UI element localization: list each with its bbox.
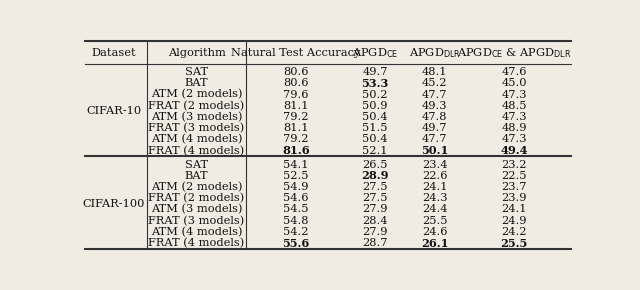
- Text: 25.5: 25.5: [500, 238, 527, 249]
- Text: Natural Test Accuracy: Natural Test Accuracy: [231, 48, 360, 58]
- Text: 27.5: 27.5: [362, 193, 388, 203]
- Text: Algorithm: Algorithm: [168, 48, 225, 58]
- Text: 54.5: 54.5: [283, 204, 308, 214]
- Text: 27.5: 27.5: [362, 182, 388, 192]
- Text: 47.3: 47.3: [501, 90, 527, 99]
- Text: 49.7: 49.7: [422, 123, 447, 133]
- Text: 27.9: 27.9: [362, 227, 388, 237]
- Text: 47.3: 47.3: [501, 135, 527, 144]
- Text: 52.1: 52.1: [362, 146, 388, 156]
- Text: 22.6: 22.6: [422, 171, 447, 181]
- Text: APGD$_{\mathrm{DLR}}$: APGD$_{\mathrm{DLR}}$: [408, 46, 461, 59]
- Text: 48.5: 48.5: [501, 101, 527, 111]
- Text: ATM (3 models): ATM (3 models): [151, 112, 243, 122]
- Text: 49.3: 49.3: [422, 101, 447, 111]
- Text: FRAT (4 models): FRAT (4 models): [148, 146, 244, 156]
- Text: 50.4: 50.4: [362, 135, 388, 144]
- Text: 80.6: 80.6: [283, 67, 308, 77]
- Text: 54.2: 54.2: [283, 227, 308, 237]
- Text: APGD$_{\mathrm{CE}}$: APGD$_{\mathrm{CE}}$: [352, 46, 398, 59]
- Text: 48.1: 48.1: [422, 67, 447, 77]
- Text: 79.2: 79.2: [283, 135, 308, 144]
- Text: 24.9: 24.9: [501, 216, 527, 226]
- Text: 49.7: 49.7: [362, 67, 388, 77]
- Text: 81.1: 81.1: [283, 101, 308, 111]
- Text: 81.1: 81.1: [283, 123, 308, 133]
- Text: 22.5: 22.5: [501, 171, 527, 181]
- Text: 47.8: 47.8: [422, 112, 447, 122]
- Text: FRAT (3 models): FRAT (3 models): [148, 215, 244, 226]
- Text: 50.1: 50.1: [421, 145, 449, 156]
- Text: 47.3: 47.3: [501, 112, 527, 122]
- Text: 28.4: 28.4: [362, 216, 388, 226]
- Text: 23.7: 23.7: [501, 182, 527, 192]
- Text: 51.5: 51.5: [362, 123, 388, 133]
- Text: ATM (4 models): ATM (4 models): [151, 134, 243, 145]
- Text: 23.2: 23.2: [501, 160, 527, 170]
- Text: 26.1: 26.1: [421, 238, 449, 249]
- Text: 50.4: 50.4: [362, 112, 388, 122]
- Text: Dataset: Dataset: [92, 48, 136, 58]
- Text: 24.4: 24.4: [422, 204, 447, 214]
- Text: FRAT (3 models): FRAT (3 models): [148, 123, 244, 133]
- Text: 28.7: 28.7: [362, 238, 388, 248]
- Text: APGD$_{\mathrm{CE}}$ & APGD$_{\mathrm{DLR}}$: APGD$_{\mathrm{CE}}$ & APGD$_{\mathrm{DL…: [457, 46, 572, 59]
- Text: 45.0: 45.0: [501, 78, 527, 88]
- Text: 49.4: 49.4: [500, 145, 528, 156]
- Text: 54.6: 54.6: [283, 193, 308, 203]
- Text: 54.9: 54.9: [283, 182, 308, 192]
- Text: 24.1: 24.1: [422, 182, 447, 192]
- Text: 25.5: 25.5: [422, 216, 447, 226]
- Text: 81.6: 81.6: [282, 145, 310, 156]
- Text: BAT: BAT: [185, 171, 209, 181]
- Text: BAT: BAT: [185, 78, 209, 88]
- Text: CIFAR-100: CIFAR-100: [83, 199, 145, 209]
- Text: SAT: SAT: [185, 67, 208, 77]
- Text: 24.1: 24.1: [501, 204, 527, 214]
- Text: 50.9: 50.9: [362, 101, 388, 111]
- Text: ATM (4 models): ATM (4 models): [151, 227, 243, 237]
- Text: 45.2: 45.2: [422, 78, 447, 88]
- Text: 54.1: 54.1: [283, 160, 308, 170]
- Text: 79.6: 79.6: [283, 90, 308, 99]
- Text: 47.6: 47.6: [501, 67, 527, 77]
- Text: 23.4: 23.4: [422, 160, 447, 170]
- Text: 52.5: 52.5: [283, 171, 308, 181]
- Text: 47.7: 47.7: [422, 90, 447, 99]
- Text: SAT: SAT: [185, 160, 208, 170]
- Text: FRAT (2 models): FRAT (2 models): [148, 193, 244, 203]
- Text: 24.2: 24.2: [501, 227, 527, 237]
- Text: 53.3: 53.3: [362, 78, 389, 89]
- Text: 80.6: 80.6: [283, 78, 308, 88]
- Text: 26.5: 26.5: [362, 160, 388, 170]
- Text: 24.6: 24.6: [422, 227, 447, 237]
- Text: ATM (2 models): ATM (2 models): [151, 89, 243, 100]
- Text: ATM (3 models): ATM (3 models): [151, 204, 243, 215]
- Text: 48.9: 48.9: [501, 123, 527, 133]
- Text: 24.3: 24.3: [422, 193, 447, 203]
- Text: 50.2: 50.2: [362, 90, 388, 99]
- Text: 47.7: 47.7: [422, 135, 447, 144]
- Text: 28.9: 28.9: [362, 170, 389, 181]
- Text: 54.8: 54.8: [283, 216, 308, 226]
- Text: 27.9: 27.9: [362, 204, 388, 214]
- Text: 55.6: 55.6: [282, 238, 309, 249]
- Text: CIFAR-10: CIFAR-10: [86, 106, 141, 116]
- Text: FRAT (4 models): FRAT (4 models): [148, 238, 244, 248]
- Text: 23.9: 23.9: [501, 193, 527, 203]
- Text: ATM (2 models): ATM (2 models): [151, 182, 243, 192]
- Text: 79.2: 79.2: [283, 112, 308, 122]
- Text: FRAT (2 models): FRAT (2 models): [148, 101, 244, 111]
